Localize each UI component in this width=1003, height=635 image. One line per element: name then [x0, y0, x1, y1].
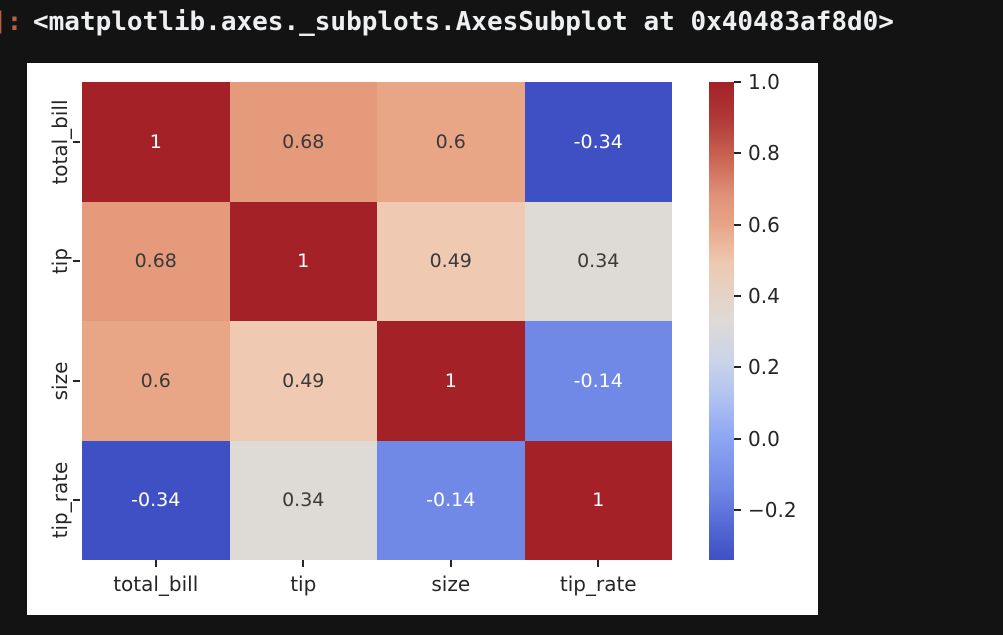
figure-image: 1 0.68 0.6 -0.34 0.68 1 0.49 0.34 0.6 0.49 1 -0.14-… — [27, 63, 818, 615]
heatmap-cell: 1 — [229, 201, 377, 321]
colorbar-tick-mark — [734, 437, 741, 440]
heatmap-cell: 1 — [524, 440, 672, 560]
x-tick-label-tip_rate: tip_rate — [559, 572, 637, 596]
colorbar-tick-label: 0.4 — [748, 284, 780, 309]
colorbar-tick-mark — [734, 366, 741, 369]
output-prompt: ]: — [0, 7, 23, 37]
colorbar-tick-mark — [734, 81, 741, 83]
output-repr-text: <matplotlib.axes._subplots.AxesSubplot a… — [33, 7, 894, 37]
heatmap-cell: 0.68 — [229, 82, 377, 202]
heatmap-cell: 0.49 — [377, 201, 525, 321]
x-tick-label-tip: tip — [290, 572, 317, 596]
x-tick-mark — [449, 560, 452, 567]
heatmap-cell: 0.68 — [82, 201, 230, 321]
colorbar-tick-label: 0.6 — [748, 212, 780, 237]
y-tick-label-size: size — [48, 361, 72, 401]
x-tick-mark — [302, 560, 305, 567]
colorbar-tick-label: −0.2 — [748, 498, 797, 523]
colorbar — [709, 82, 734, 560]
y-tick-mark — [73, 379, 80, 382]
x-tick-mark — [597, 560, 600, 567]
heatmap-cell: -0.14 — [377, 440, 525, 560]
colorbar-tick-mark — [734, 223, 741, 226]
y-tick-mark — [73, 260, 80, 263]
heatmap-cell: 0.34 — [524, 201, 672, 321]
colorbar-tick-label: 0.0 — [748, 426, 780, 451]
colorbar-tick-mark — [734, 295, 741, 298]
x-tick-label-size: size — [431, 572, 471, 596]
y-tick-mark — [73, 499, 80, 502]
y-tick-mark — [73, 140, 80, 143]
heatmap-cell: -0.14 — [524, 321, 672, 441]
y-tick-label-tip: tip — [48, 248, 72, 275]
heatmap-cell: 0.34 — [229, 440, 377, 560]
colorbar-tick-label: 0.8 — [748, 141, 780, 166]
y-tick-label-total_bill: total_bill — [48, 99, 72, 185]
heatmap-cell: -0.34 — [524, 82, 672, 202]
colorbar-tick-label: 1.0 — [748, 70, 780, 94]
colorbar-tick-mark — [734, 509, 741, 512]
heatmap-cell: 0.6 — [377, 82, 525, 202]
y-tick-label-tip_rate: tip_rate — [48, 461, 72, 539]
heatmap-cell: 1 — [377, 321, 525, 441]
x-tick-mark — [154, 560, 157, 567]
heatmap-cell: -0.34 — [82, 440, 230, 560]
colorbar-tick-label: 0.2 — [748, 355, 780, 380]
heatmap-cell: 1 — [82, 82, 230, 202]
colorbar-tick-mark — [734, 152, 741, 155]
heatmap-cell: 0.49 — [229, 321, 377, 441]
heatmap-cell: 0.6 — [82, 321, 230, 441]
heatmap: 1 0.68 0.6 -0.34 0.68 1 0.49 0.34 0.6 0.49 1 -0.14-… — [82, 82, 672, 560]
x-tick-label-total_bill: total_bill — [113, 572, 199, 596]
